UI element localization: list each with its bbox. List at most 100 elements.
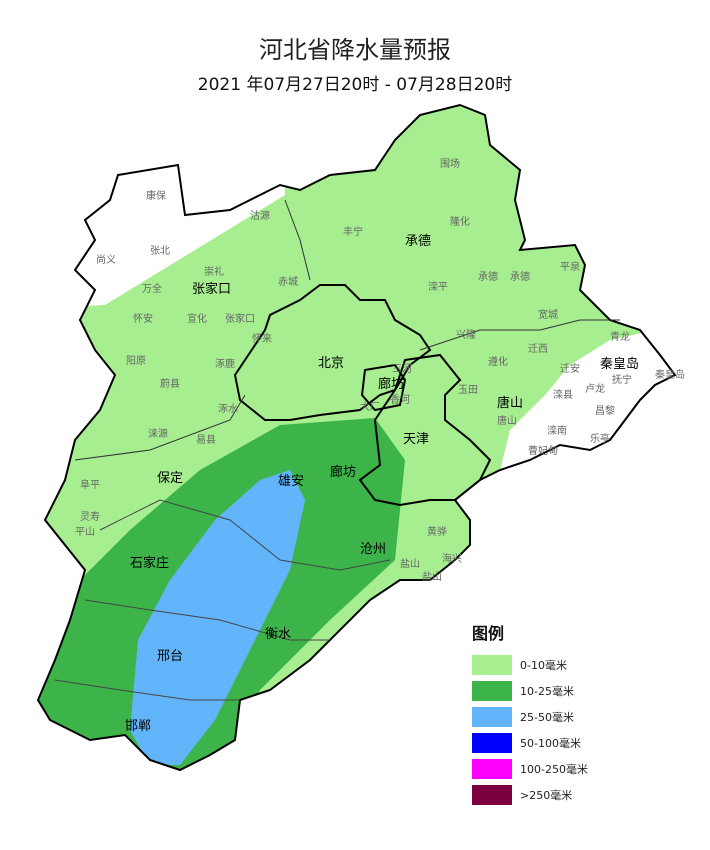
legend-item: 10-25毫米	[472, 678, 588, 704]
map-title: 河北省降水量预报	[259, 36, 451, 64]
legend-item: 100-250毫米	[472, 756, 588, 782]
county-label: 尚义	[96, 253, 116, 266]
legend-title: 图例	[472, 624, 505, 643]
legend-swatch	[472, 707, 512, 727]
county-label: 涿水	[218, 403, 238, 415]
county-label: 黄骅	[427, 525, 447, 538]
county-label: 青龙	[610, 330, 630, 343]
legend-label: 10-25毫米	[520, 685, 574, 698]
legend-item: 25-50毫米	[472, 704, 588, 730]
legend-swatch	[472, 655, 512, 675]
county-label: 唐山	[497, 414, 517, 427]
city-border	[99, 499, 391, 571]
county-label: 平山	[75, 526, 95, 538]
county-label: 兴隆	[456, 328, 476, 341]
county-label: 灵寿	[80, 510, 100, 523]
county-label: 康保	[146, 189, 166, 202]
county-label: 蔚县	[160, 378, 180, 390]
county-label: 万全	[142, 282, 162, 295]
county-label: 阜平	[80, 478, 100, 491]
province-outline	[36, 103, 677, 772]
legend-item: 50-100毫米	[472, 730, 588, 756]
city-border	[84, 599, 330, 641]
county-label: 赤城	[278, 276, 298, 288]
city-label: 沧州	[360, 541, 386, 557]
zone-25-50	[130, 470, 305, 765]
beijing-border	[233, 284, 432, 421]
county-label: 涞源	[148, 427, 168, 440]
county-label: 崇礼	[204, 265, 224, 278]
map-subtitle: 2021 年07月27日20时 - 07月28日20时	[197, 75, 513, 95]
county-label: 张家口	[225, 312, 255, 325]
legend-swatch	[472, 785, 512, 805]
county-label: 秦皇岛	[655, 368, 685, 381]
county-label: 海兴	[442, 552, 462, 565]
county-label: 承德	[478, 270, 498, 283]
county-label: 香河	[390, 394, 410, 406]
city-label: 北京	[318, 356, 344, 371]
city-border	[419, 319, 620, 351]
county-label: 涿鹿	[215, 357, 235, 370]
county-label: 滦县	[553, 388, 573, 401]
legend-label: 0-10毫米	[520, 659, 567, 672]
tianjin-border	[358, 353, 492, 507]
county-label: 大厂	[360, 400, 380, 413]
legend-item: >250毫米	[472, 782, 588, 808]
city-label: 邢台	[157, 649, 183, 664]
city-label: 石家庄	[130, 555, 169, 571]
legend-item: 0-10毫米	[472, 652, 588, 678]
county-label: 盐山	[422, 570, 442, 583]
county-label: 阳原	[126, 355, 146, 367]
county-label: 沽源	[250, 209, 270, 222]
county-label: 丰宁	[343, 225, 363, 238]
legend-swatch	[472, 681, 512, 701]
county-label: 怀来	[252, 333, 272, 345]
county-label: 乐亭	[590, 432, 610, 445]
county-label: 怀安	[133, 312, 153, 325]
county-label: 抚宁	[612, 373, 632, 386]
county-label: 卢龙	[585, 382, 605, 395]
legend-swatch	[472, 733, 512, 753]
legend-label: 100-250毫米	[520, 763, 588, 776]
city-label: 邯郸	[125, 719, 151, 734]
county-label: 宽城	[538, 308, 558, 321]
county-label: 滦平	[428, 280, 448, 293]
county-label: 滦南	[547, 424, 567, 437]
city-border	[54, 679, 240, 701]
legend-label: 25-50毫米	[520, 711, 574, 724]
city-label: 保定	[157, 471, 183, 486]
county-label: 迁西	[528, 343, 548, 355]
city-border	[284, 199, 311, 281]
city-label: 承德	[405, 234, 431, 249]
county-label: 承德	[510, 270, 530, 283]
city-label: 廊坊	[330, 464, 356, 480]
langfang-north-border	[360, 363, 407, 412]
city-label: 天津	[403, 432, 429, 447]
city-label: 秦皇岛	[600, 356, 639, 372]
county-label: 易县	[196, 434, 216, 446]
city-label: 衡水	[265, 627, 291, 642]
county-label: 三河	[392, 363, 412, 375]
city-border	[74, 394, 246, 461]
county-label: 曹妃甸	[528, 444, 558, 457]
city-label: 雄安	[278, 474, 304, 489]
city-label: 张家口	[192, 281, 231, 297]
legend-label: 50-100毫米	[520, 737, 581, 750]
county-label: 隆化	[450, 215, 470, 228]
legend-swatch	[472, 759, 512, 779]
legend: 图例 0-10毫米 10-25毫米 25-50毫米 50-100毫米 100-250毫米…	[472, 620, 588, 808]
county-label: 围场	[440, 157, 460, 170]
city-label: 唐山	[497, 395, 523, 411]
county-label: 平泉	[560, 260, 580, 273]
county-label: 盐山	[400, 557, 420, 570]
county-label: 迁安	[560, 362, 580, 375]
county-label: 张北	[150, 245, 170, 257]
county-label: 宣化	[187, 312, 207, 325]
county-label: 遵化	[488, 355, 508, 368]
legend-label: >250毫米	[520, 789, 573, 802]
city-label: 廊坊	[378, 376, 404, 392]
county-label: 玉田	[458, 385, 478, 396]
county-label: 昌黎	[595, 404, 615, 417]
